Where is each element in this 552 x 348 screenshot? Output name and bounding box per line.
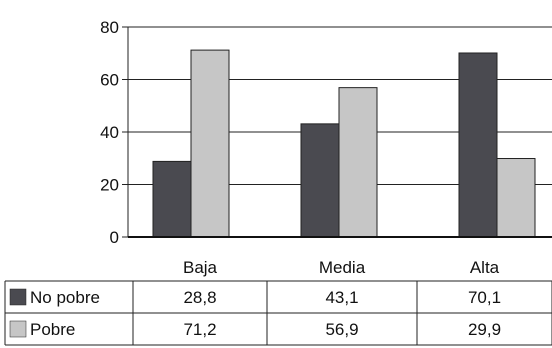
y-tick-label: 0: [110, 228, 119, 247]
bar-no-pobre-alta: [458, 52, 498, 238]
data-label: 43,1: [325, 288, 358, 307]
data-table: Baja Media Alta No pobre 28,8 43,1 70,1 Pobre 71…: [4, 258, 552, 346]
data-label: 70,1: [468, 288, 501, 307]
data-label: 28,8: [183, 288, 216, 307]
data-label: 56,9: [325, 320, 358, 339]
y-tick-label: 80: [100, 18, 119, 37]
legend-swatch-no-pobre: [9, 288, 27, 306]
legend-swatch-pobre: [9, 320, 27, 338]
bar-no-pobre-baja: [152, 160, 192, 238]
bar-pobre-media: [338, 87, 378, 238]
data-label: 29,9: [468, 320, 501, 339]
axes: 0 20 40 60 80: [100, 18, 552, 247]
bar-no-pobre-media: [300, 123, 340, 238]
y-tick-label: 60: [100, 71, 119, 90]
category-label: Baja: [183, 258, 218, 277]
y-tick-label: 40: [100, 123, 119, 142]
bar-pobre-baja: [190, 49, 230, 238]
bars: [152, 49, 536, 238]
category-label: Alta: [470, 258, 500, 277]
bar-pobre-alta: [496, 158, 536, 238]
category-label: Media: [319, 258, 366, 277]
table-row-label: Pobre: [30, 320, 75, 339]
data-label: 71,2: [183, 320, 216, 339]
y-tick-label: 20: [100, 176, 119, 195]
table-row-label: No pobre: [30, 288, 100, 307]
